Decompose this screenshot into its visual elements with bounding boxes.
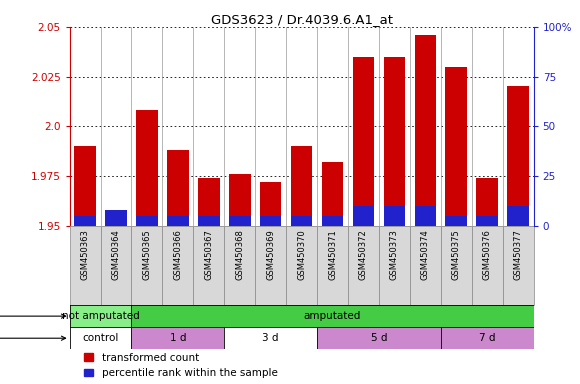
Text: GSM450376: GSM450376 <box>483 230 492 280</box>
Text: GSM450369: GSM450369 <box>266 230 275 280</box>
Text: GSM450372: GSM450372 <box>359 230 368 280</box>
Text: GSM450364: GSM450364 <box>111 230 121 280</box>
Bar <box>291 216 313 225</box>
Bar <box>255 225 286 305</box>
Text: GSM450367: GSM450367 <box>204 230 213 280</box>
Text: time: time <box>0 333 66 343</box>
Bar <box>260 216 281 225</box>
Bar <box>476 178 498 225</box>
Text: control: control <box>82 333 119 343</box>
Text: GSM450365: GSM450365 <box>143 230 151 280</box>
Bar <box>415 206 436 225</box>
Text: 3 d: 3 d <box>262 333 279 343</box>
Bar <box>410 225 441 305</box>
Bar <box>260 182 281 225</box>
Bar <box>74 216 96 225</box>
Bar <box>229 174 251 225</box>
Bar <box>317 225 348 305</box>
Bar <box>503 225 534 305</box>
Bar <box>167 216 188 225</box>
Title: GDS3623 / Dr.4039.6.A1_at: GDS3623 / Dr.4039.6.A1_at <box>211 13 393 26</box>
Bar <box>379 225 410 305</box>
Bar <box>136 216 158 225</box>
Bar <box>441 225 472 305</box>
Bar <box>167 150 188 225</box>
Text: GSM450374: GSM450374 <box>421 230 430 280</box>
Text: 7 d: 7 d <box>479 333 495 343</box>
Bar <box>383 57 405 225</box>
Bar <box>291 146 313 225</box>
Bar <box>132 225 162 305</box>
Bar <box>100 225 132 305</box>
Bar <box>136 110 158 225</box>
Bar <box>224 225 255 305</box>
Bar <box>353 206 374 225</box>
Bar <box>508 86 529 225</box>
Text: 1 d: 1 d <box>169 333 186 343</box>
Bar <box>322 216 343 225</box>
Text: GSM450370: GSM450370 <box>297 230 306 280</box>
Bar <box>472 225 503 305</box>
Text: amputated: amputated <box>304 311 361 321</box>
Text: not amputated: not amputated <box>61 311 139 321</box>
Bar <box>74 146 96 225</box>
Text: GSM450363: GSM450363 <box>81 230 89 280</box>
Text: GSM450366: GSM450366 <box>173 230 182 280</box>
Bar <box>353 57 374 225</box>
Bar <box>348 225 379 305</box>
Text: GSM450373: GSM450373 <box>390 230 399 280</box>
Bar <box>508 206 529 225</box>
Bar <box>70 225 100 305</box>
Bar <box>229 216 251 225</box>
Bar <box>445 216 467 225</box>
Bar <box>198 178 220 225</box>
Text: 5 d: 5 d <box>371 333 387 343</box>
Text: protocol: protocol <box>0 311 66 321</box>
Bar <box>198 216 220 225</box>
Bar <box>286 225 317 305</box>
Bar <box>476 216 498 225</box>
Bar <box>445 67 467 225</box>
Text: GSM450375: GSM450375 <box>452 230 461 280</box>
Legend: transformed count, percentile rank within the sample: transformed count, percentile rank withi… <box>84 353 278 378</box>
Text: GSM450368: GSM450368 <box>235 230 244 280</box>
Bar <box>105 210 127 225</box>
Bar <box>322 162 343 225</box>
Bar <box>105 222 127 225</box>
Bar <box>162 225 193 305</box>
Bar <box>415 35 436 225</box>
Bar <box>383 206 405 225</box>
Bar <box>193 225 224 305</box>
Text: GSM450371: GSM450371 <box>328 230 337 280</box>
Text: GSM450377: GSM450377 <box>514 230 523 280</box>
